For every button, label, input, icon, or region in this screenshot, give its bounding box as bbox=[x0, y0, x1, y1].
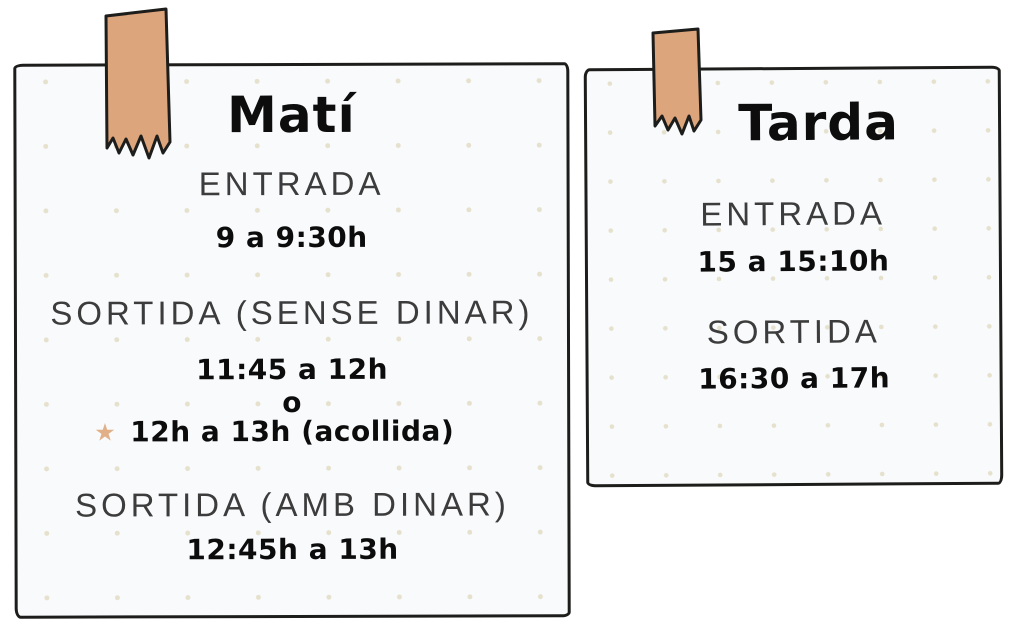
section-label-sortida-amb-dinar: SORTIDA (AMB DINAR) bbox=[74, 485, 510, 524]
time-sortida-sense-dinar-1: 11:45 a 12h bbox=[196, 352, 389, 387]
star-icon: ★ bbox=[94, 418, 117, 447]
time-sortida-tarda: 16:30 a 17h bbox=[698, 361, 891, 396]
time-entrada-tarda: 15 a 15:10h bbox=[697, 244, 890, 279]
time-sortida-acollida-label: 12h a 13h (acollida) bbox=[130, 414, 455, 449]
section-label-sortida-tarda: SORTIDA bbox=[706, 312, 881, 351]
section-label-entrada-tarda: ENTRADA bbox=[700, 194, 887, 233]
time-connector-o: o bbox=[282, 385, 303, 420]
section-label-entrada: ENTRADA bbox=[198, 164, 385, 203]
time-sortida-amb-dinar: 12:45h a 13h bbox=[186, 532, 399, 567]
washi-tape-tarda-icon bbox=[651, 27, 703, 136]
card-title-mati: Matí bbox=[227, 85, 356, 145]
time-sortida-acollida: ★ 12h a 13h (acollida) bbox=[94, 414, 455, 449]
section-label-sortida-sense-dinar: SORTIDA (SENSE DINAR) bbox=[50, 293, 534, 332]
card-mati: Matí ENTRADA 9 a 9:30h SORTIDA (SENSE DI… bbox=[13, 62, 571, 619]
card-title-tarda: Tarda bbox=[738, 93, 900, 153]
time-entrada-mati: 9 a 9:30h bbox=[215, 220, 368, 255]
washi-tape-mati-icon bbox=[104, 7, 172, 160]
